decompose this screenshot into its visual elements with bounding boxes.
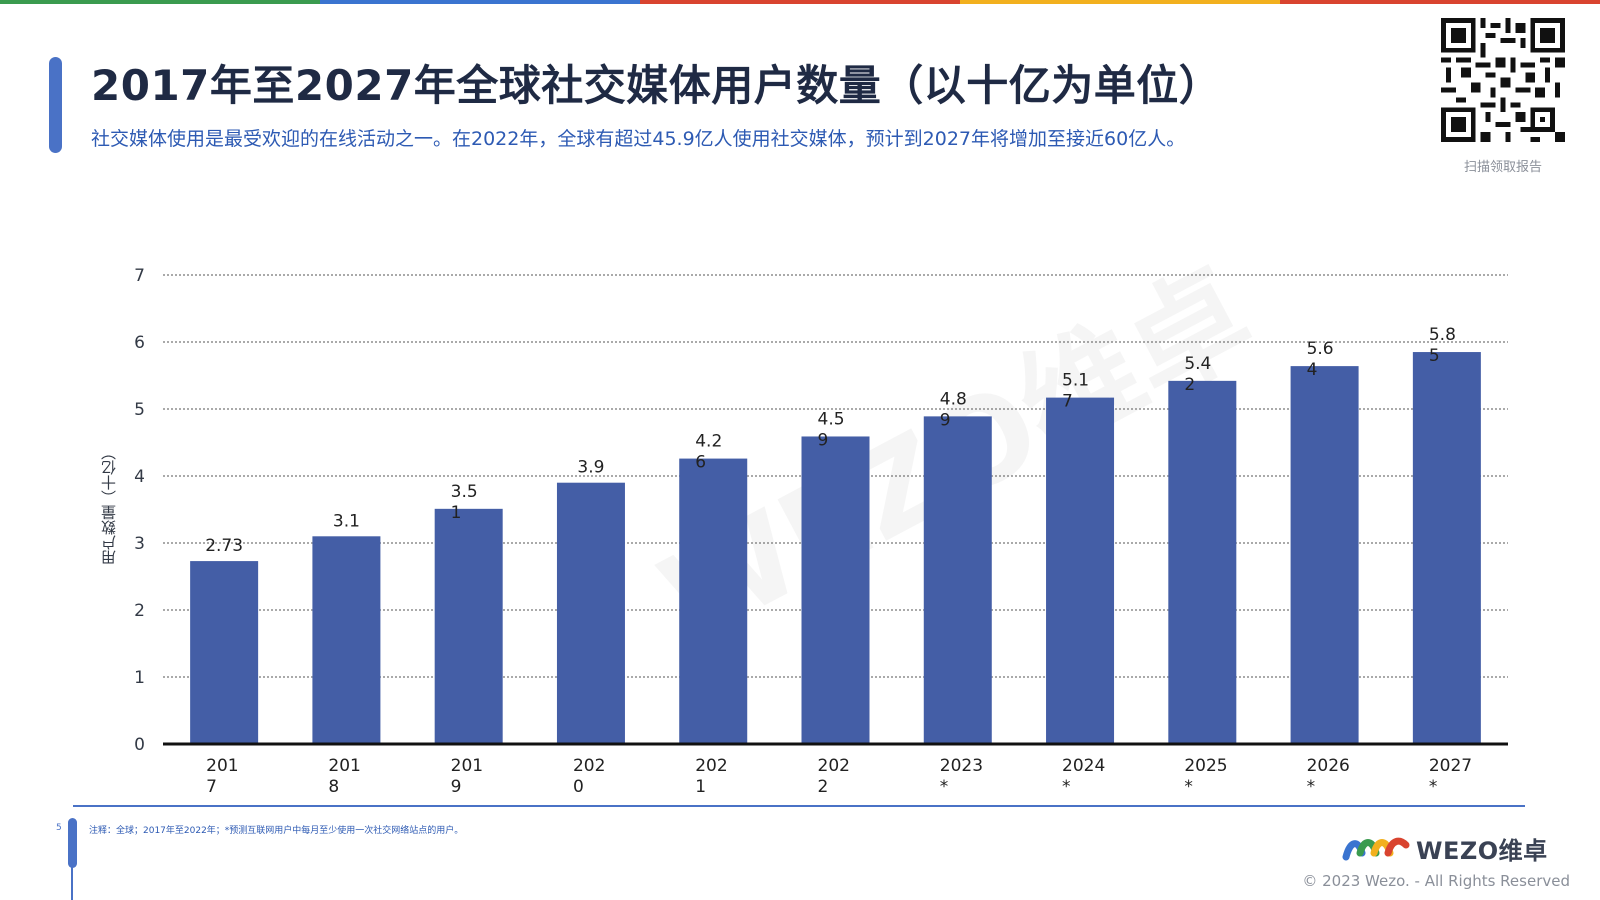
data-label-wrap: 9: [818, 430, 829, 450]
page-subtitle: 社交媒体使用是最受欢迎的在线活动之一。在2022年，全球有超过45.9亿人使用社…: [91, 128, 1186, 150]
bar: [312, 536, 381, 744]
y-tick-label: 0: [134, 735, 145, 755]
bar-chart: 012345672.7320173.120183.5120193.920204.…: [134, 266, 1508, 797]
bar: [1290, 366, 1359, 744]
qr-caption: 扫描领取报告: [1463, 160, 1542, 175]
x-tick-label: 202: [818, 756, 850, 776]
y-tick-label: 6: [134, 333, 145, 353]
data-label: 4.5: [818, 409, 845, 429]
bar: [923, 416, 992, 744]
x-tick-label: 2027: [1429, 756, 1472, 776]
data-label: 5.4: [1184, 354, 1211, 374]
page-number: 5: [56, 823, 62, 833]
data-label: 3.5: [451, 482, 478, 502]
footer-accent-line: [71, 866, 73, 900]
x-tick-label-wrap: *: [1184, 777, 1193, 797]
x-tick-label: 2024: [1062, 756, 1105, 776]
bar: [1168, 380, 1237, 744]
bar: [1046, 397, 1115, 744]
data-label-wrap: 9: [940, 410, 951, 430]
x-tick-label-wrap: *: [940, 777, 949, 797]
x-tick-label-wrap: 2: [818, 777, 829, 797]
bar: [679, 458, 748, 744]
stripe-segment-red: [640, 0, 960, 4]
y-tick-label: 1: [134, 668, 145, 688]
y-tick-label: 5: [134, 400, 145, 420]
bar: [556, 482, 625, 744]
bar: [190, 561, 259, 744]
brand-logo: WEZO维卓: [1342, 831, 1548, 865]
data-label: 3.1: [333, 511, 360, 531]
x-tick-label-wrap: 1: [695, 777, 706, 797]
data-label-wrap: 1: [451, 503, 462, 523]
x-tick-label: 201: [206, 756, 238, 776]
x-tick-label: 201: [451, 756, 483, 776]
y-tick-label: 7: [134, 266, 145, 286]
brand-name: WEZO维卓: [1416, 836, 1548, 865]
x-tick-label-wrap: *: [1429, 777, 1438, 797]
bar: [1412, 352, 1481, 744]
x-tick-label: 2025: [1184, 756, 1227, 776]
y-tick-label: 2: [134, 601, 145, 621]
data-label: 4.8: [940, 389, 967, 409]
x-tick-label-wrap: 7: [206, 777, 217, 797]
data-label: 2.73: [205, 536, 243, 556]
bar: [801, 436, 870, 744]
x-tick-label-wrap: 8: [328, 777, 339, 797]
x-tick-label: 202: [695, 756, 727, 776]
y-tick-label: 4: [134, 467, 145, 487]
top-color-stripe: [0, 0, 1600, 4]
data-label: 5.6: [1307, 339, 1334, 359]
x-tick-label-wrap: *: [1307, 777, 1316, 797]
copyright: © 2023 Wezo. - All Rights Reserved: [1302, 872, 1570, 890]
data-label: 3.9: [577, 458, 604, 478]
data-label-wrap: 7: [1062, 392, 1073, 412]
y-tick-label: 3: [134, 534, 145, 554]
stripe-segment-green: [0, 0, 320, 4]
x-tick-label: 2026: [1307, 756, 1350, 776]
data-label: 4.2: [695, 432, 722, 452]
x-tick-label: 201: [328, 756, 360, 776]
data-label-wrap: 6: [695, 453, 706, 473]
footnote: 注释：全球；2017年至2022年；*预测互联网用户中每月至少使用一次社交网络站…: [89, 826, 464, 836]
data-label-wrap: 4: [1307, 360, 1318, 380]
data-label-wrap: 5: [1429, 346, 1440, 366]
x-tick-label-wrap: 0: [573, 777, 584, 797]
qr-code-icon[interactable]: [1441, 18, 1565, 142]
title-accent-bar: [49, 57, 62, 153]
bar: [434, 508, 503, 744]
x-tick-label-wrap: 9: [451, 777, 462, 797]
stripe-segment-blue: [320, 0, 640, 4]
data-label: 5.1: [1062, 371, 1089, 391]
stripe-segment-red-2: [1280, 0, 1600, 4]
x-tick-label: 202: [573, 756, 605, 776]
data-label-wrap: 2: [1184, 375, 1195, 395]
wezo-logo-icon: [1342, 837, 1410, 861]
stripe-segment-yellow: [960, 0, 1280, 4]
x-tick-label: 2023: [940, 756, 983, 776]
x-tick-label-wrap: *: [1062, 777, 1071, 797]
page-title: 2017年至2027年全球社交媒体用户数量（以十亿为单位）: [91, 61, 1222, 110]
footer-accent-bar: [68, 818, 77, 868]
data-label: 5.8: [1429, 325, 1456, 345]
footer-divider: [73, 805, 1525, 807]
